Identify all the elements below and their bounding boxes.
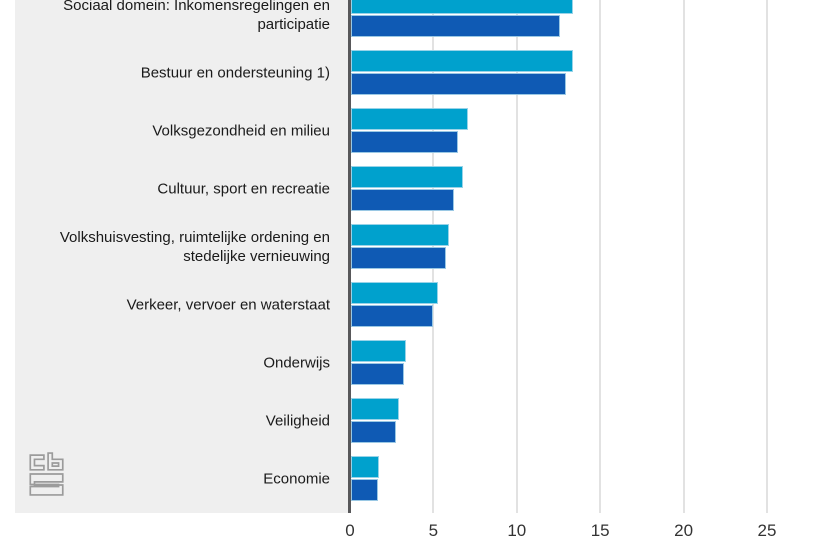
bar-series1-row7[interactable] — [351, 340, 407, 362]
bar-series2-row1[interactable] — [351, 15, 560, 37]
bar-series2-row8[interactable] — [351, 421, 397, 443]
category-labels-panel — [15, 0, 348, 513]
bar-series2-row3[interactable] — [351, 131, 458, 153]
gridline-x-25 — [766, 0, 768, 513]
x-tick-label-5: 5 — [428, 521, 439, 540]
bar-series2-row5[interactable] — [351, 247, 447, 269]
bar-series1-row2[interactable] — [351, 50, 573, 72]
category-label-row7: Onderwijs — [263, 354, 330, 371]
category-labels: Sociaal domein: Inkomensregelingen en pa… — [15, 0, 330, 513]
x-tick-label-10: 10 — [507, 521, 527, 540]
category-label-row6: Verkeer, vervoer en waterstaat — [126, 296, 330, 313]
cbs-logo-letter-b-counter — [51, 462, 60, 467]
bar-series1-row1[interactable] — [351, 0, 573, 14]
cbs-logo-letter-c — [29, 454, 45, 471]
bar-series1-row4[interactable] — [351, 166, 463, 188]
bar-series1-row3[interactable] — [351, 108, 468, 130]
y-axis-line — [348, 0, 351, 513]
bar-series2-row7[interactable] — [351, 363, 405, 385]
bar-series2-row9[interactable] — [351, 479, 378, 501]
x-tick-label-25: 25 — [757, 521, 777, 540]
gridline-x-15 — [599, 0, 602, 513]
cbs-logo-letter-b — [47, 452, 64, 471]
x-tick-label-0: 0 — [345, 521, 355, 540]
bar-series1-row8[interactable] — [351, 398, 400, 420]
x-tick-label-20: 20 — [674, 521, 694, 540]
category-label-row9: Economie — [263, 470, 330, 487]
category-label-row3: Volksgezondheid en milieu — [152, 122, 330, 139]
cbs-logo-letter-s — [29, 473, 64, 496]
bar-series1-row9[interactable] — [351, 456, 380, 478]
bar-series2-row6[interactable] — [351, 305, 433, 327]
category-label-row4: Cultuur, sport en recreatie — [157, 180, 330, 197]
bar-series2-row2[interactable] — [351, 73, 567, 95]
gridline-x-10 — [515, 0, 518, 513]
gridline-x-20 — [682, 0, 685, 513]
bar-series1-row6[interactable] — [351, 282, 438, 304]
x-axis: 0 5 10 15 20 25 — [0, 513, 828, 552]
bar-series2-row4[interactable] — [351, 189, 455, 211]
category-label-row5: Volkshuisvesting, ruimtelijke ordening e… — [59, 228, 330, 265]
x-tick-label-15: 15 — [590, 521, 610, 540]
category-label-row1: Sociaal domein: Inkomensregelingen en pa… — [63, 0, 330, 33]
category-label-row8: Veiligheid — [265, 412, 330, 429]
bar-series1-row5[interactable] — [351, 224, 450, 246]
category-label-row2: Bestuur en ondersteuning 1) — [140, 64, 330, 81]
cbs-logo — [29, 452, 64, 496]
